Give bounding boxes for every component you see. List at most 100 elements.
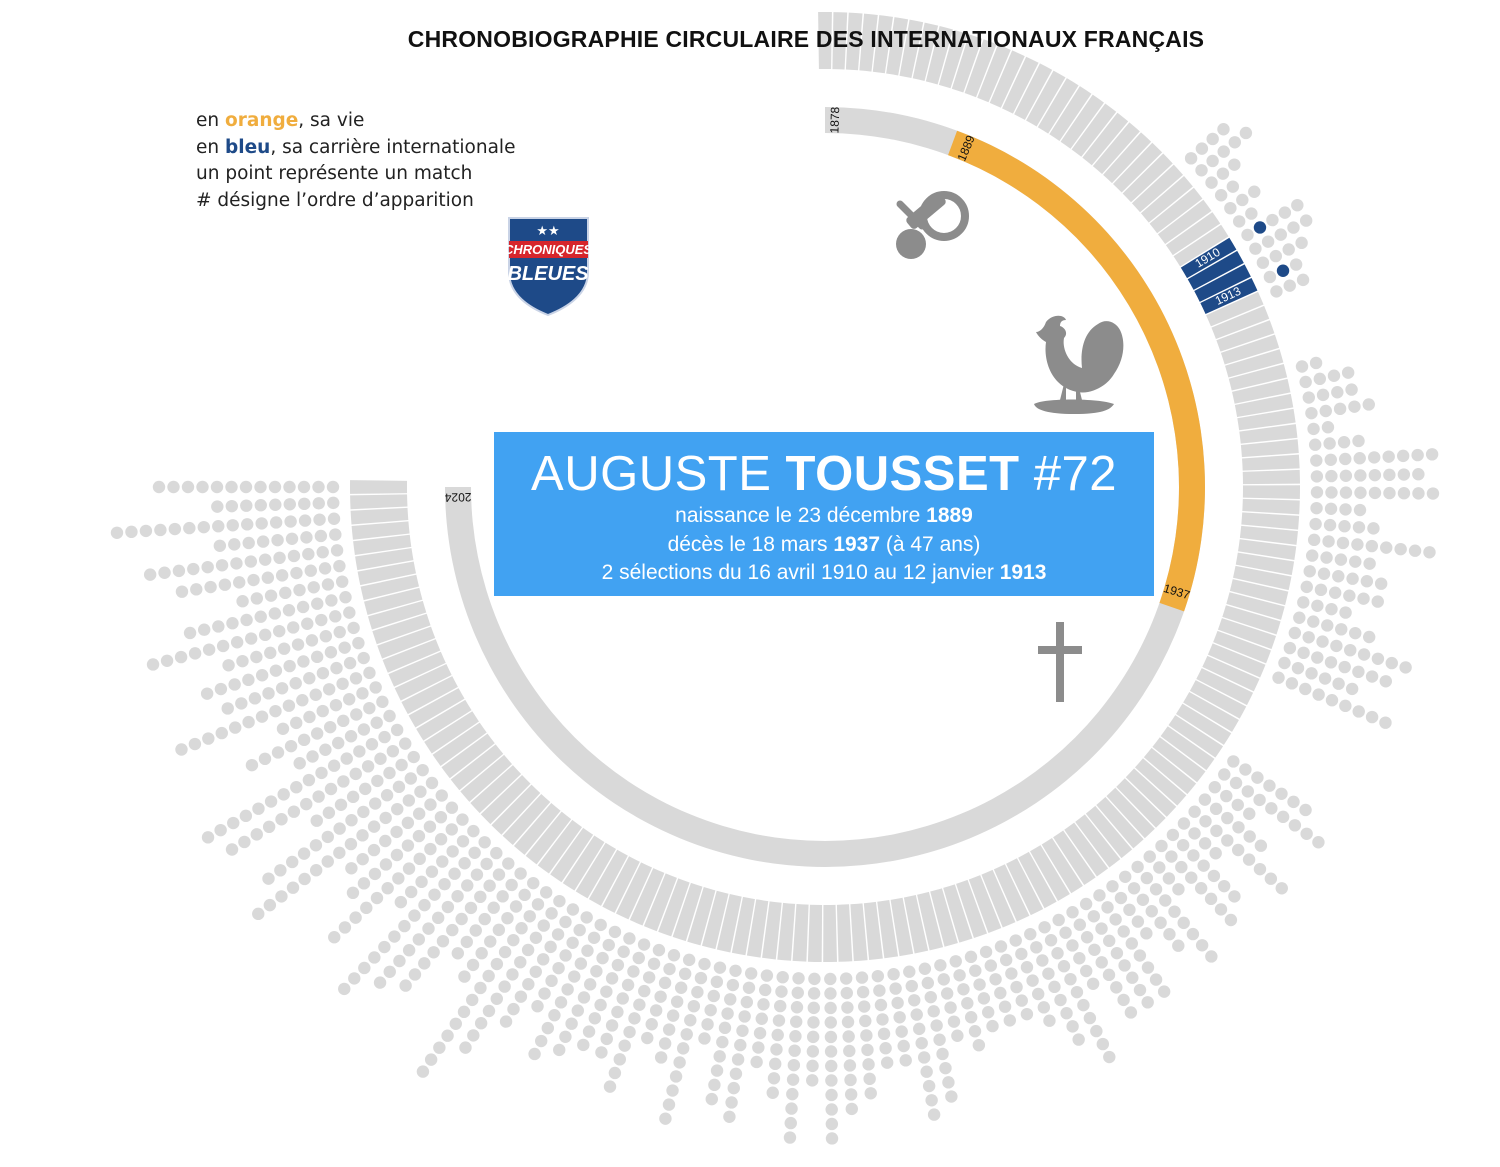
match-dot	[1051, 947, 1064, 960]
match-dot	[250, 592, 264, 605]
chroniques-bleues-logo: ★★ CHRONIQUES BLEUES	[504, 217, 592, 317]
match-dot	[309, 688, 322, 701]
year-segment	[1183, 692, 1239, 732]
match-dot	[412, 807, 426, 820]
match-dot	[369, 797, 382, 810]
match-dot	[365, 738, 379, 751]
year-segment	[981, 869, 1016, 928]
match-dot	[1066, 905, 1079, 919]
year-segment	[1168, 715, 1224, 758]
match-dot	[244, 555, 258, 568]
match-dot	[226, 617, 239, 630]
match-dot	[725, 1096, 738, 1109]
match-dot	[349, 672, 363, 685]
match-dot	[312, 497, 325, 510]
match-dot	[401, 839, 415, 852]
match-dot	[981, 1006, 995, 1019]
match-dot	[466, 993, 479, 1007]
match-dot	[269, 498, 282, 511]
match-dot	[412, 933, 426, 946]
match-dot	[760, 969, 774, 982]
match-dot	[577, 1038, 590, 1052]
match-dot	[727, 1081, 740, 1095]
match-dot	[319, 743, 332, 756]
match-dot	[807, 1001, 820, 1015]
match-dot	[326, 480, 340, 494]
year-segment	[357, 561, 417, 586]
match-dot	[1425, 448, 1439, 461]
match-dot	[338, 921, 352, 934]
match-dot	[633, 998, 646, 1011]
match-dot	[167, 480, 180, 494]
match-dot	[416, 763, 429, 777]
match-dot	[261, 571, 275, 584]
year-segment	[823, 904, 838, 962]
match-dot	[742, 981, 756, 994]
year-segment	[746, 899, 769, 958]
match-dot	[596, 951, 609, 965]
match-dot	[1278, 656, 1291, 670]
match-dot	[368, 867, 382, 881]
match-dot	[718, 1021, 732, 1035]
match-dot	[1172, 883, 1185, 896]
match-dot	[424, 1053, 438, 1066]
match-dot	[784, 1116, 797, 1130]
match-dot	[455, 912, 468, 926]
match-dot	[514, 990, 528, 1003]
year-segment	[525, 811, 572, 865]
match-dot	[1308, 438, 1322, 451]
match-dot	[1015, 994, 1028, 1007]
year-segment	[863, 901, 883, 960]
year-segment	[394, 664, 452, 701]
match-dot	[381, 882, 394, 895]
match-dot	[791, 986, 804, 999]
match-dot	[1214, 189, 1228, 202]
match-dot	[548, 1009, 561, 1022]
year-segment	[424, 711, 479, 754]
year-segment	[993, 864, 1030, 922]
match-dot	[1217, 879, 1231, 893]
match-dot	[605, 1019, 619, 1032]
match-dot	[392, 872, 405, 885]
match-dot	[1353, 452, 1366, 465]
match-dot	[210, 480, 224, 494]
match-dot	[1232, 821, 1245, 834]
match-dot	[1336, 536, 1350, 550]
year-segment	[1242, 454, 1300, 471]
match-dot	[509, 900, 523, 913]
year-segment	[917, 891, 944, 951]
match-dot	[154, 523, 167, 537]
player-match-dot	[1276, 264, 1290, 277]
match-dot	[1322, 535, 1335, 548]
match-dot	[1106, 880, 1119, 893]
match-dot	[1299, 803, 1312, 817]
match-dot	[271, 746, 285, 759]
match-dot	[315, 613, 328, 627]
match-dot	[269, 664, 283, 677]
year-segment	[502, 793, 551, 846]
year-segment	[850, 903, 868, 962]
match-dot	[490, 846, 503, 860]
match-dot	[350, 708, 363, 721]
match-dot	[487, 901, 500, 914]
match-dot	[275, 890, 288, 903]
match-dot	[379, 811, 392, 825]
match-dot	[1272, 671, 1285, 684]
match-dot	[729, 1067, 743, 1080]
match-dot	[222, 659, 235, 672]
match-dot	[561, 983, 574, 996]
match-dot	[276, 722, 290, 735]
match-dot	[1103, 1050, 1116, 1064]
match-dot	[298, 514, 312, 527]
match-dot	[374, 752, 387, 765]
match-dot	[1096, 1037, 1110, 1051]
match-dot	[1249, 242, 1262, 255]
pacifier-icon	[896, 191, 969, 259]
match-dot	[1124, 1006, 1138, 1019]
year-segment	[1116, 778, 1166, 828]
match-dot	[1312, 836, 1325, 849]
match-dot	[413, 852, 426, 866]
match-dot	[275, 813, 288, 826]
match-dot	[188, 737, 202, 751]
match-dot	[254, 480, 267, 494]
